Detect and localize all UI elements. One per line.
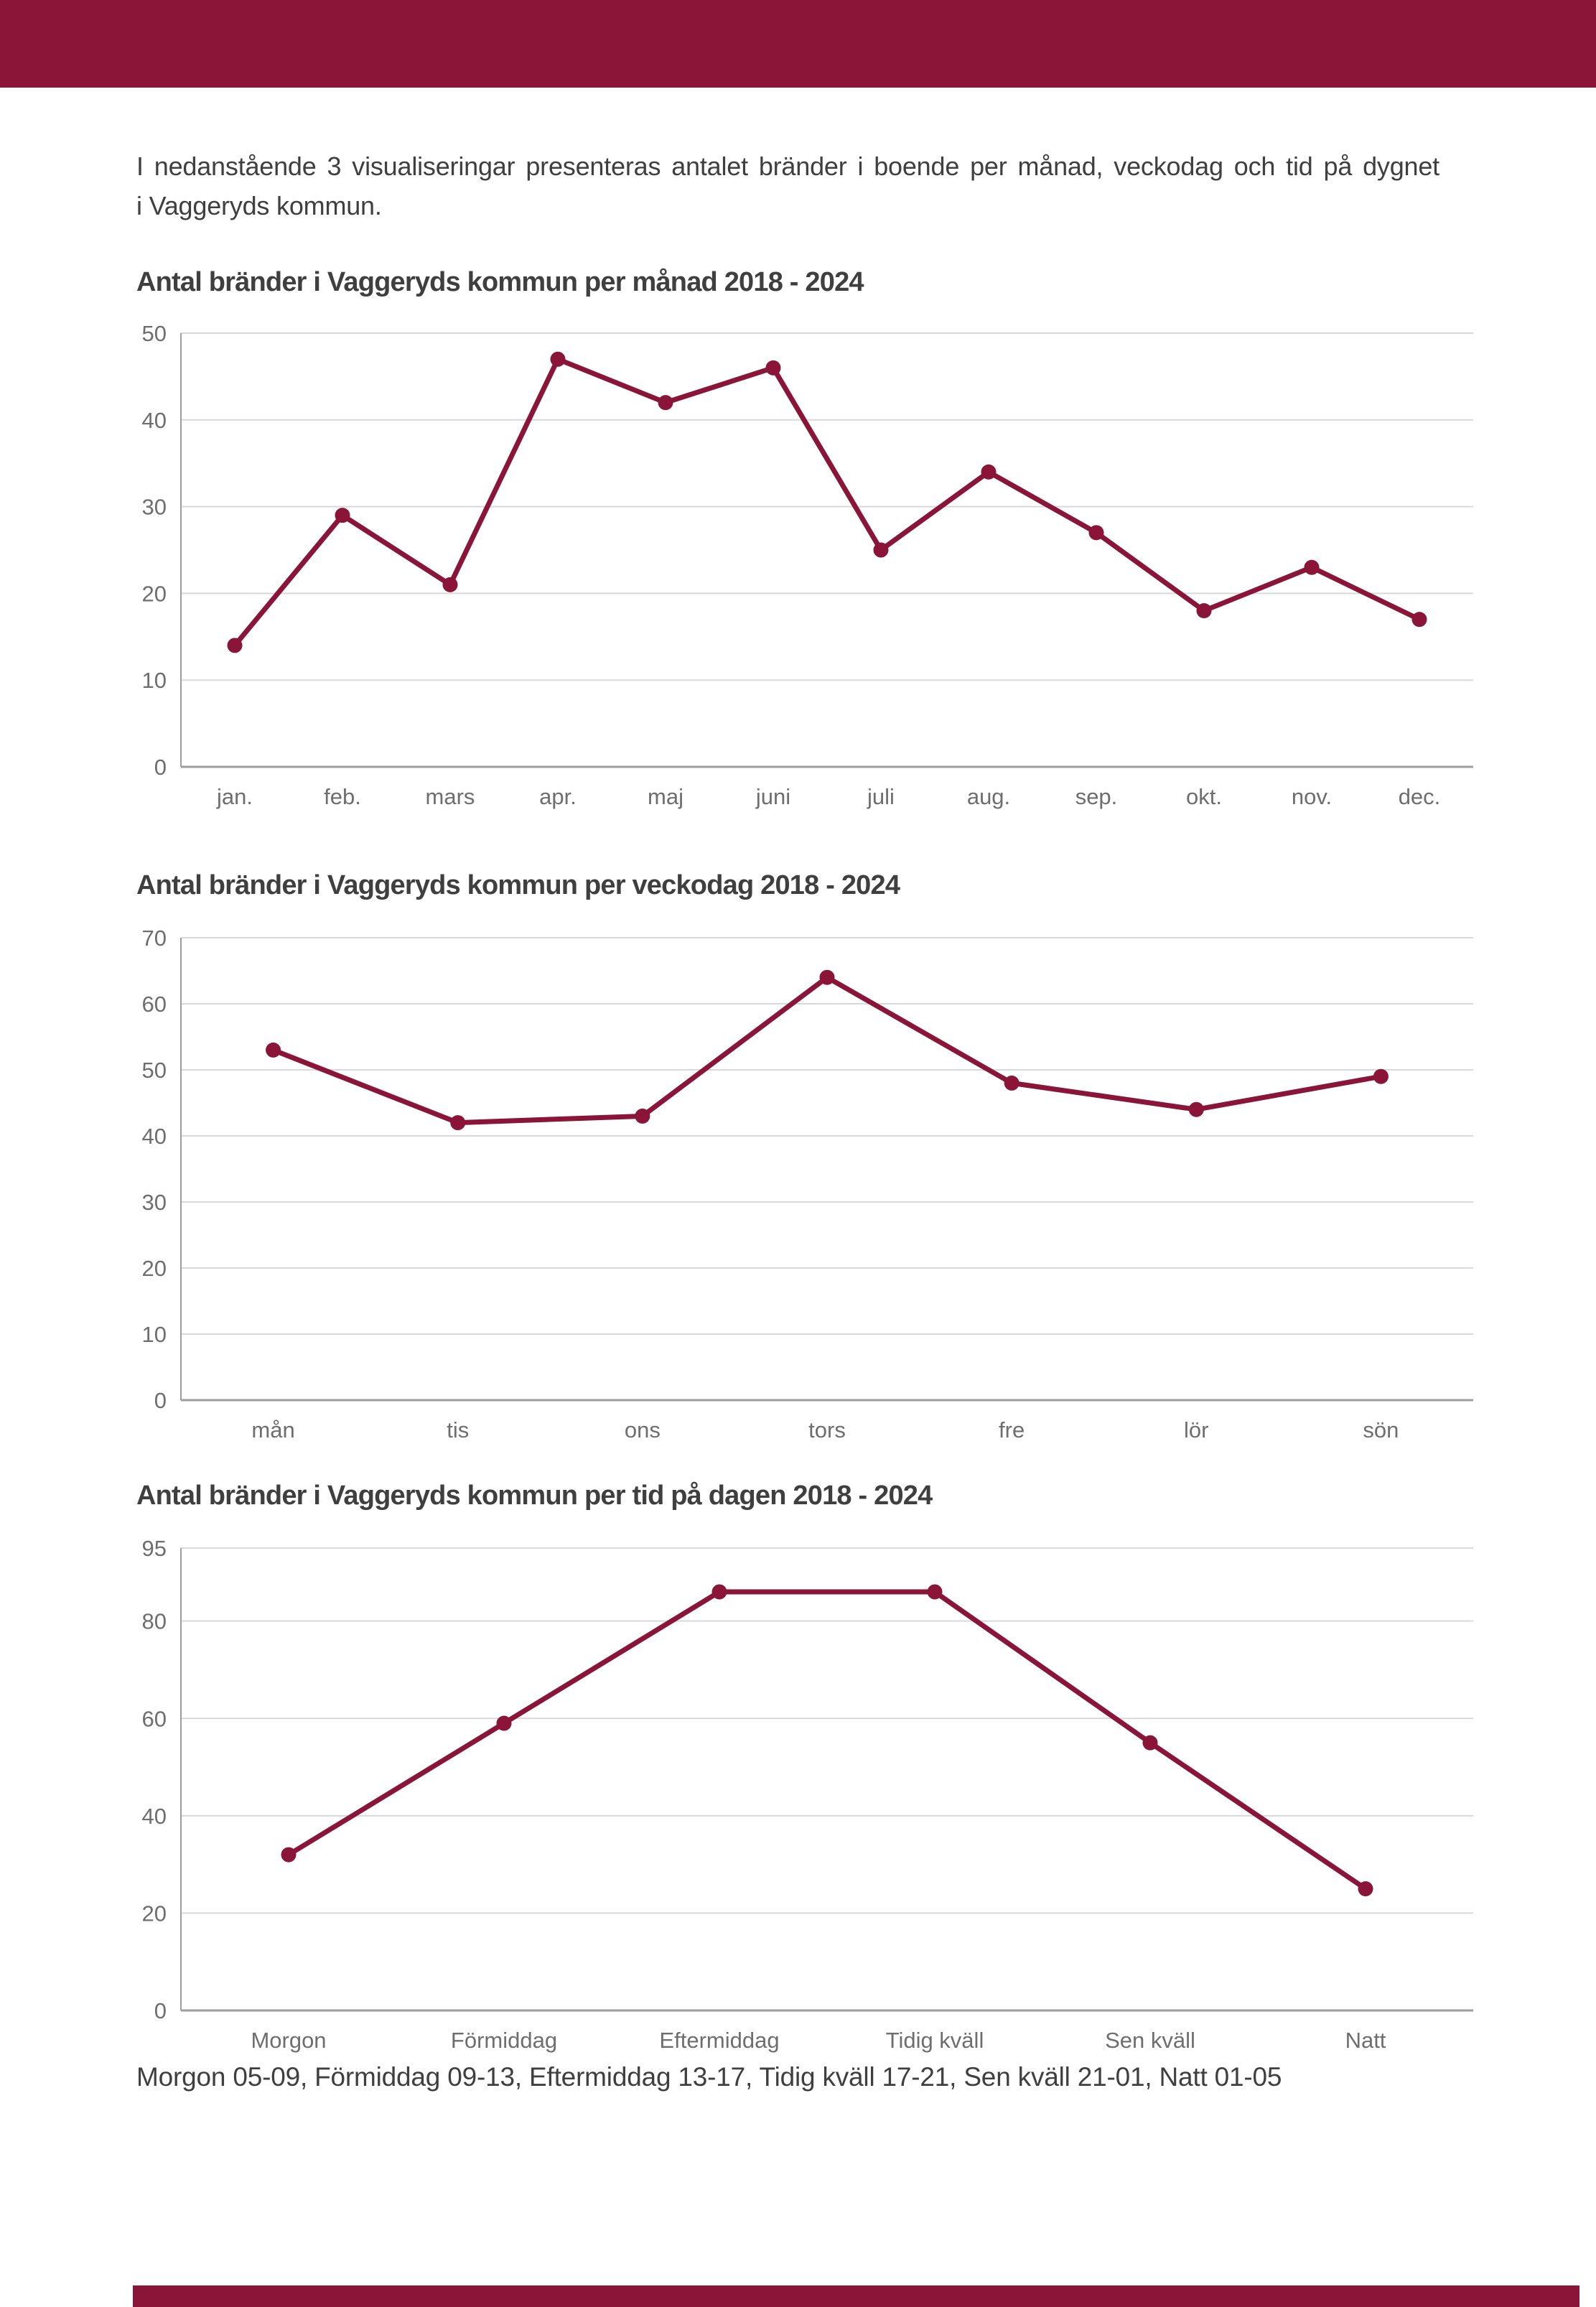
y-axis-tick-label: 20 bbox=[142, 581, 167, 606]
x-axis-category-label: dec. bbox=[1399, 784, 1441, 809]
y-axis-tick-label: 0 bbox=[154, 755, 167, 780]
time-ranges-footnote: Morgon 05-09, Förmiddag 09-13, Eftermidd… bbox=[136, 2062, 1282, 2092]
x-axis-category-label: juni bbox=[755, 784, 790, 809]
data-point bbox=[281, 1847, 297, 1863]
x-axis-category-label: jan. bbox=[216, 784, 253, 809]
data-line bbox=[271, 974, 1383, 1126]
data-point bbox=[635, 1108, 650, 1124]
y-axis-tick-label: 20 bbox=[142, 1256, 167, 1281]
x-axis-category-label: Tidig kväll bbox=[886, 2028, 984, 2053]
x-axis-category-label: lör bbox=[1184, 1417, 1208, 1443]
data-point bbox=[1304, 559, 1320, 575]
x-axis-category-label: mån bbox=[251, 1417, 294, 1443]
data-point bbox=[1004, 1075, 1019, 1091]
y-axis-tick-label: 50 bbox=[142, 322, 167, 346]
data-point bbox=[981, 464, 997, 480]
y-axis-tick-label: 60 bbox=[142, 992, 167, 1017]
y-axis-tick-label: 95 bbox=[142, 1537, 167, 1561]
y-axis-tick-label: 30 bbox=[142, 1190, 167, 1215]
y-axis-tick-label: 20 bbox=[142, 1901, 167, 1926]
y-axis-tick-label: 70 bbox=[142, 926, 167, 951]
y-axis-tick-label: 30 bbox=[142, 495, 167, 520]
header-bar bbox=[0, 0, 1596, 88]
data-point bbox=[765, 360, 781, 376]
y-axis-tick-label: 50 bbox=[142, 1058, 167, 1083]
x-axis-category-label: nov. bbox=[1292, 784, 1332, 809]
x-axis-category-label: sön bbox=[1363, 1417, 1399, 1443]
x-axis-category-label: Förmiddag bbox=[451, 2028, 557, 2053]
x-axis-category-label: Sen kväll bbox=[1105, 2028, 1195, 2053]
data-line bbox=[286, 1589, 1368, 1892]
chart-title-monthly: Antal bränder i Vaggeryds kommun per mån… bbox=[136, 267, 864, 297]
y-axis-tick-label: 0 bbox=[154, 1998, 167, 2023]
data-point bbox=[1373, 1068, 1389, 1084]
line-chart-weekday: 0 10 20 30 40 50 60 70 mån tis ons tors fre lör sön bbox=[142, 926, 1473, 1443]
data-point bbox=[550, 351, 566, 367]
data-point bbox=[873, 542, 889, 558]
x-axis-category-label: Natt bbox=[1345, 2028, 1386, 2053]
data-point bbox=[335, 508, 350, 523]
x-axis-category-label: sep. bbox=[1075, 784, 1118, 809]
data-point bbox=[442, 577, 458, 592]
y-axis-tick-label: 40 bbox=[142, 1124, 167, 1149]
y-axis-tick-label: 0 bbox=[154, 1388, 167, 1413]
x-axis-category-label: tors bbox=[808, 1417, 846, 1443]
y-axis-tick-label: 10 bbox=[142, 668, 167, 693]
x-axis-category-label: maj bbox=[648, 784, 683, 809]
x-axis-category-label: apr. bbox=[539, 784, 577, 809]
footer-bar bbox=[133, 2285, 1579, 2307]
data-point bbox=[1196, 603, 1212, 619]
data-point bbox=[658, 395, 673, 411]
y-axis-tick-label: 80 bbox=[142, 1609, 167, 1634]
data-point bbox=[711, 1584, 727, 1600]
x-axis-category-label: ons bbox=[625, 1417, 661, 1443]
data-point bbox=[1088, 525, 1104, 541]
x-axis-category-label: Morgon bbox=[251, 2028, 326, 2053]
line-chart-monthly: 0 10 20 30 40 50 jan. feb. mars apr. maj juni juli au… bbox=[142, 322, 1473, 809]
chart-title-time-of-day: Antal bränder i Vaggeryds kommun per tid… bbox=[136, 1481, 933, 1511]
data-point bbox=[1411, 612, 1427, 628]
data-point bbox=[266, 1042, 281, 1058]
intro-text: I nedanstående 3 visualiseringar present… bbox=[136, 147, 1439, 225]
data-point bbox=[496, 1715, 512, 1731]
y-axis-tick-label: 40 bbox=[142, 408, 167, 433]
x-axis-category-label: fre bbox=[999, 1417, 1025, 1443]
x-axis-category-label: feb. bbox=[324, 784, 361, 809]
data-point bbox=[1188, 1101, 1204, 1117]
x-axis-category-label: juli bbox=[867, 784, 895, 809]
y-axis-tick-label: 40 bbox=[142, 1804, 167, 1829]
line-chart-time-of-day: 0 20 40 60 80 95 Morgon Förmiddag Eftermiddag Tid… bbox=[142, 1537, 1473, 2053]
x-axis-category-label: Eftermiddag bbox=[659, 2028, 779, 2053]
x-axis-category-label: aug. bbox=[967, 784, 1010, 809]
data-point bbox=[450, 1115, 466, 1131]
x-axis-category-label: okt. bbox=[1186, 784, 1222, 809]
intro-line-1: I nedanstående 3 visualiseringar present… bbox=[136, 152, 1439, 181]
data-point bbox=[927, 1584, 943, 1600]
data-point bbox=[1358, 1881, 1373, 1897]
x-axis-category-label: mars bbox=[426, 784, 475, 809]
data-point bbox=[227, 638, 243, 653]
data-point bbox=[1142, 1735, 1158, 1751]
data-point bbox=[819, 969, 835, 985]
chart-title-weekday: Antal bränder i Vaggeryds kommun per vec… bbox=[136, 870, 900, 900]
y-axis-tick-label: 60 bbox=[142, 1706, 167, 1731]
x-axis-category-label: tis bbox=[447, 1417, 469, 1443]
intro-line-2: i Vaggeryds kommun. bbox=[136, 190, 382, 220]
y-axis-tick-label: 10 bbox=[142, 1322, 167, 1347]
data-line bbox=[232, 356, 1422, 648]
